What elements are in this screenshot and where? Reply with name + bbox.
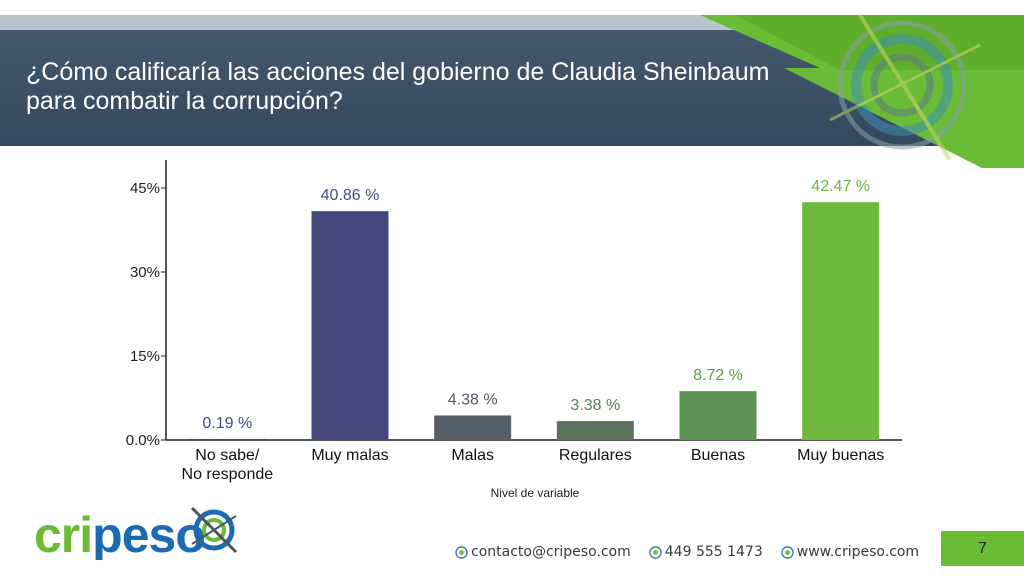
logo-target-icon xyxy=(190,506,238,554)
y-tick-label: 0.0% xyxy=(126,432,160,449)
data-label: 8.72 % xyxy=(693,367,743,384)
footer-email[interactable]: contacto@cripeso.com xyxy=(455,544,631,560)
header-decoration xyxy=(690,0,1024,168)
x-tick-label: Malas xyxy=(451,447,494,464)
x-tick-label: Muy buenas xyxy=(797,447,884,464)
globe-icon xyxy=(649,545,662,559)
footer-contacts: contacto@cripeso.com 449 555 1473 www.cr… xyxy=(455,541,937,563)
slide-title: ¿Cómo calificaría las acciones del gobie… xyxy=(26,58,770,115)
bar xyxy=(556,421,634,440)
bar xyxy=(802,202,880,440)
x-tick-label: Regulares xyxy=(559,447,632,464)
data-label: 0.19 % xyxy=(202,415,252,432)
globe-icon xyxy=(781,545,794,559)
svg-text:cripeso: cripeso xyxy=(34,507,205,560)
page-number-text: 7 xyxy=(978,539,987,557)
footer-website[interactable]: www.cripeso.com xyxy=(781,544,919,560)
x-tick-label: No sabe/No responde xyxy=(182,447,274,483)
y-tick-label: 30% xyxy=(130,264,160,281)
y-tick-label: 45% xyxy=(130,180,160,197)
cripeso-logo: cripeso xyxy=(34,506,238,560)
x-tick-label: Muy malas xyxy=(311,447,388,464)
data-label: 40.86 % xyxy=(321,187,380,204)
bar xyxy=(311,211,389,440)
x-tick-label: Buenas xyxy=(691,447,745,464)
footer-phone[interactable]: 449 555 1473 xyxy=(649,544,763,560)
x-axis-title: Nivel de variable xyxy=(491,486,580,500)
bar xyxy=(434,415,512,440)
phone-text: 449 555 1473 xyxy=(664,544,763,560)
bar xyxy=(679,391,757,440)
data-label: 4.38 % xyxy=(448,391,498,408)
website-text: www.cripeso.com xyxy=(796,544,920,560)
data-label: 3.38 % xyxy=(570,397,620,414)
page-number: 7 xyxy=(941,531,1024,566)
target-watermark-icon xyxy=(829,13,981,162)
globe-icon xyxy=(455,545,468,559)
data-label: 42.47 % xyxy=(811,178,870,195)
bar xyxy=(188,438,266,440)
email-text: contacto@cripeso.com xyxy=(471,544,631,560)
y-tick-label: 15% xyxy=(130,348,160,365)
